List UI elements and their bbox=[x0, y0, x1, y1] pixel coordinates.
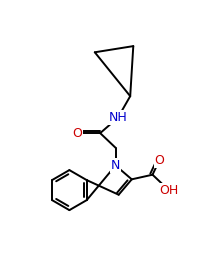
Text: O: O bbox=[155, 154, 165, 167]
Text: OH: OH bbox=[159, 184, 178, 197]
Text: NH: NH bbox=[109, 111, 127, 124]
Text: N: N bbox=[111, 159, 120, 172]
Text: O: O bbox=[72, 127, 82, 140]
